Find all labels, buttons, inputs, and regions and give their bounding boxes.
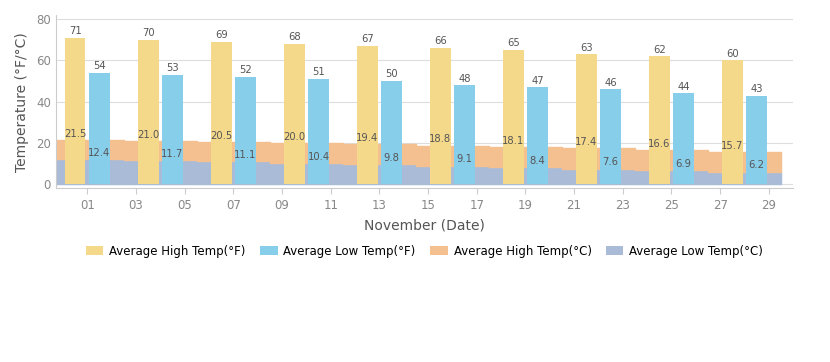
Text: 46: 46 [604,78,617,88]
Text: 53: 53 [166,63,178,73]
Text: 21.5: 21.5 [64,129,86,139]
Text: 7.6: 7.6 [603,157,618,167]
Text: 9.8: 9.8 [383,153,399,163]
Text: 69: 69 [215,30,227,40]
Y-axis label: Temperature (°F/°C): Temperature (°F/°C) [15,32,29,172]
Bar [673,93,694,184]
Bar [430,48,451,184]
Text: 16.6: 16.6 [648,139,671,149]
Bar [162,75,183,184]
Text: 11.1: 11.1 [234,150,256,160]
Text: 48: 48 [458,73,471,84]
Text: 12.4: 12.4 [88,147,110,157]
Bar [722,60,743,184]
Text: 67: 67 [361,34,374,44]
Text: 20.0: 20.0 [283,132,305,142]
Text: 51: 51 [312,67,325,77]
Text: 10.4: 10.4 [307,152,330,162]
Bar [308,79,329,184]
Text: 44: 44 [677,82,690,92]
Bar [503,50,524,184]
Text: 71: 71 [69,26,81,36]
Text: 66: 66 [434,37,447,46]
Text: 8.4: 8.4 [530,156,545,166]
Text: 18.1: 18.1 [502,136,525,146]
Bar [649,56,670,184]
Text: 63: 63 [580,43,593,52]
Text: 52: 52 [239,65,252,75]
Bar [357,46,378,184]
Bar [65,38,85,184]
Text: 18.8: 18.8 [429,134,452,144]
Bar [527,87,548,184]
Text: 11.7: 11.7 [161,149,183,159]
Text: 17.4: 17.4 [575,137,598,147]
Bar [576,54,597,184]
Legend: Average High Temp(°F), Average Low Temp(°F), Average High Temp(°C), Average Low : Average High Temp(°F), Average Low Temp(… [81,240,768,262]
Text: 6.9: 6.9 [676,159,691,169]
Text: 54: 54 [93,61,105,71]
Text: 15.7: 15.7 [721,141,744,151]
Bar [454,85,475,184]
Text: 65: 65 [507,38,520,49]
Text: 9.1: 9.1 [457,154,472,164]
Bar [211,42,232,184]
Bar [284,44,305,184]
Bar [600,89,621,184]
Text: 20.5: 20.5 [210,131,232,141]
Bar [381,81,402,184]
Text: 6.2: 6.2 [749,160,764,170]
Bar [746,96,767,184]
Text: 70: 70 [142,28,154,38]
Text: 60: 60 [726,49,739,59]
Text: 62: 62 [653,45,666,55]
Text: 68: 68 [288,32,300,42]
Text: 21.0: 21.0 [137,130,159,140]
X-axis label: November (Date): November (Date) [364,219,485,233]
Bar [89,73,110,184]
Text: 50: 50 [385,70,398,79]
Text: 47: 47 [531,76,544,86]
Bar [138,40,159,184]
Bar [235,77,256,184]
Text: 19.4: 19.4 [356,133,378,143]
Text: 43: 43 [750,84,763,94]
